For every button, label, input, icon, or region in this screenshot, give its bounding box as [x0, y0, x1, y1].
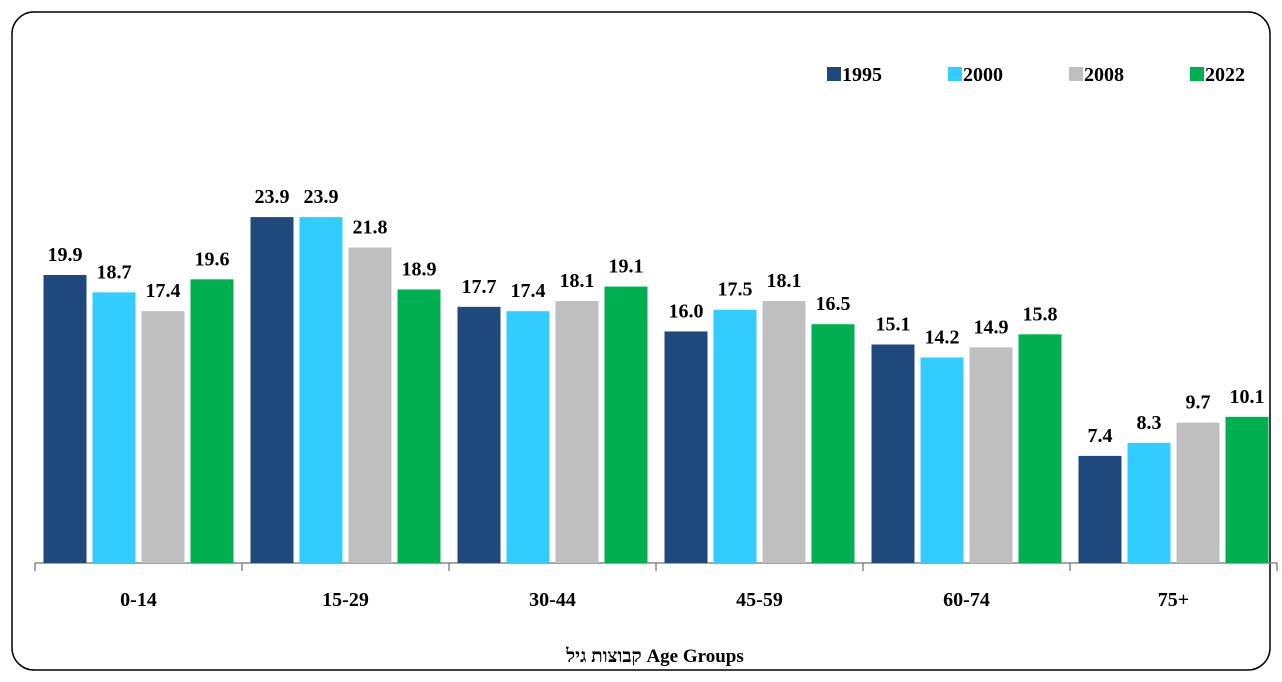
bar [1176, 422, 1220, 563]
x-tick-label: 0-14 [120, 589, 157, 611]
data-label: 10.1 [1230, 386, 1265, 408]
data-label: 18.9 [402, 258, 437, 280]
bar [969, 347, 1013, 563]
bar [506, 311, 550, 563]
data-label: 15.1 [876, 313, 911, 335]
bar [811, 324, 855, 563]
data-label: 21.8 [353, 217, 388, 239]
data-label: 23.9 [255, 186, 290, 208]
data-label: 15.8 [1023, 303, 1058, 325]
data-label: 23.9 [304, 186, 339, 208]
x-tick-label: 45-59 [736, 589, 783, 611]
data-label: 7.4 [1088, 425, 1113, 447]
bar [348, 247, 392, 563]
legend-label: 2022 [1205, 64, 1245, 86]
legend-swatch [1190, 67, 1204, 81]
data-label: 14.9 [974, 316, 1009, 338]
bar [250, 217, 294, 563]
data-label: 18.7 [97, 261, 132, 283]
bar [457, 306, 501, 563]
bar [141, 311, 185, 563]
data-label: 17.5 [718, 279, 753, 301]
x-axis-label: קבוצות גיל Age Groups [565, 646, 744, 667]
bar [397, 289, 441, 563]
data-label: 16.5 [816, 293, 851, 315]
bar [555, 301, 599, 563]
legend-swatch [1069, 67, 1083, 81]
bar [664, 331, 708, 563]
data-label: 9.7 [1186, 392, 1211, 414]
x-tick-label: 15-29 [322, 589, 369, 611]
data-label: 8.3 [1137, 412, 1162, 434]
data-label: 19.6 [195, 248, 230, 270]
legend-label: 2008 [1084, 64, 1124, 86]
legend-swatch [827, 67, 841, 81]
bar [1018, 334, 1062, 563]
x-tick-label: 60-74 [943, 589, 990, 611]
bar [713, 309, 757, 563]
bar [1127, 442, 1171, 563]
bar [871, 344, 915, 563]
data-label: 14.2 [925, 326, 960, 348]
data-label: 17.4 [146, 280, 181, 302]
data-label: 16.0 [669, 300, 704, 322]
bar [43, 275, 87, 563]
data-label: 18.1 [767, 270, 802, 292]
x-tick-label: 30-44 [529, 589, 576, 611]
data-label: 17.4 [511, 280, 546, 302]
legend-label: 2000 [963, 64, 1003, 86]
bar [92, 292, 136, 563]
data-label: 18.1 [560, 270, 595, 292]
bar [762, 301, 806, 563]
data-label: 19.1 [609, 256, 644, 278]
legend-label: 1995 [842, 64, 882, 86]
bar [190, 279, 234, 563]
x-tick-label: 75+ [1158, 589, 1189, 611]
bar [604, 286, 648, 563]
bar [920, 357, 964, 563]
legend-swatch [948, 67, 962, 81]
data-label: 19.9 [48, 244, 83, 266]
bar [1225, 416, 1269, 563]
bar [299, 217, 343, 563]
data-label: 17.7 [462, 276, 497, 298]
bar [1078, 455, 1122, 563]
